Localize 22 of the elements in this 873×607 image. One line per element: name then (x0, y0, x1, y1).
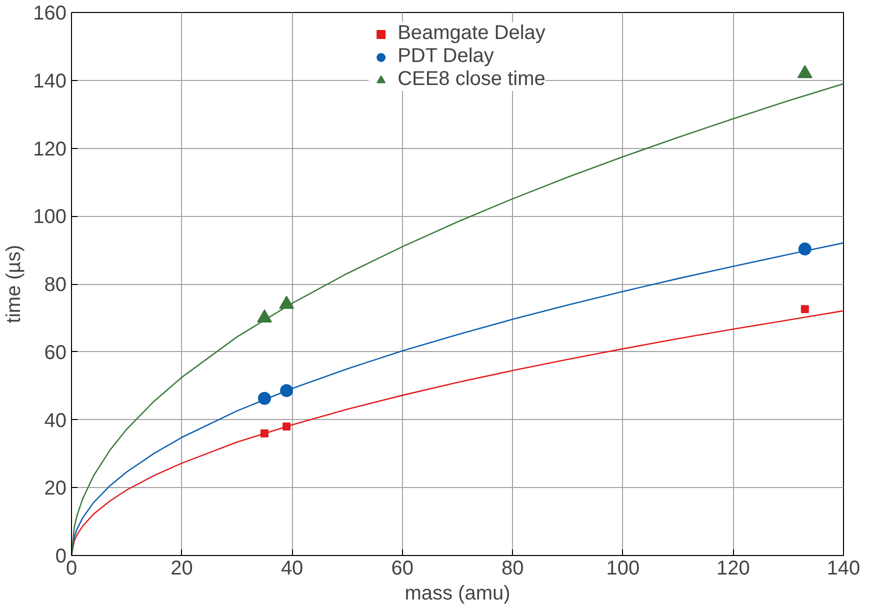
legend-label: Beamgate Delay (398, 22, 546, 45)
x-tick-label: 20 (170, 558, 193, 580)
x-tick-label: 120 (716, 558, 750, 580)
y-tick-label: 120 (33, 138, 67, 160)
legend-label: PDT Delay (398, 45, 494, 68)
x-tick-label: 80 (502, 558, 524, 580)
y-axis-title: time (µs) (3, 244, 26, 324)
x-tick-label: 60 (391, 558, 414, 580)
x-tick-label: 100 (606, 558, 640, 580)
y-tick-label: 80 (44, 274, 67, 296)
x-tick-label: 140 (826, 558, 860, 580)
point (800, 305, 809, 314)
legend-label: CEE8 close time (398, 68, 546, 91)
x-axis-title: mass (amu) (404, 582, 510, 604)
x-tick-label: 40 (280, 558, 304, 580)
y-tick-label: 40 (44, 410, 67, 432)
y-tick-label: 20 (44, 478, 67, 500)
y-tick-label: 60 (44, 342, 67, 364)
y-tick-label: 160 (33, 2, 67, 24)
point (797, 65, 812, 78)
y-tick-label: 100 (33, 206, 67, 228)
y-tick-label: 140 (33, 70, 67, 92)
